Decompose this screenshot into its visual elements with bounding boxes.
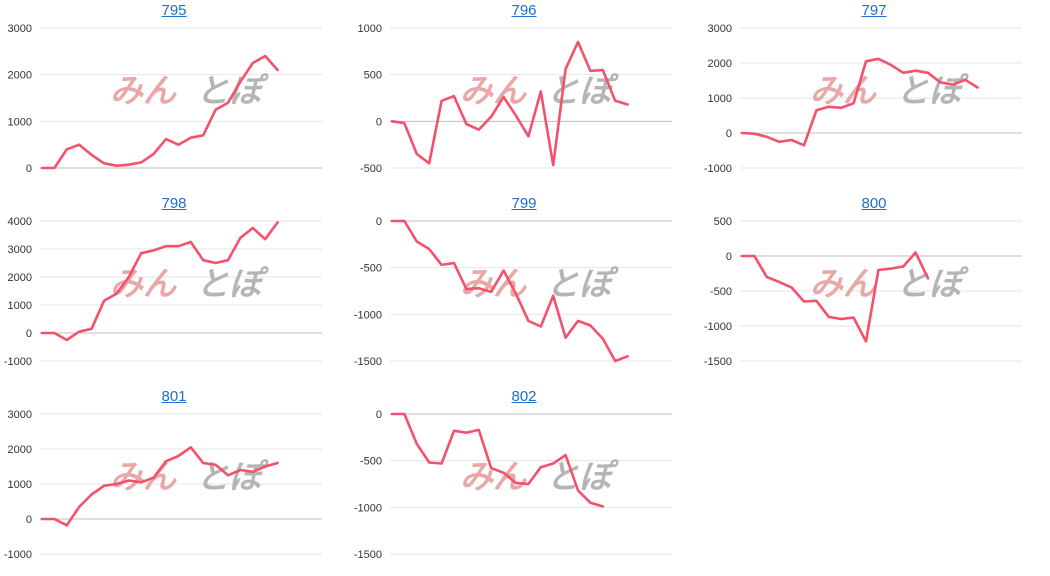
y-tick-label: 1000 — [8, 300, 32, 312]
watermark-logo: みん とぽ — [110, 71, 269, 110]
watermark-left-text: みん — [460, 457, 527, 496]
y-tick-label: 0 — [726, 251, 732, 263]
y-tick-label: 3000 — [8, 23, 32, 35]
y-tick-label: -1500 — [704, 356, 732, 368]
chart-title-link[interactable]: 802 — [511, 388, 537, 405]
chart-panel-802: -1500 -1000 -500 0 みん とぽ 802 — [350, 386, 698, 576]
watermark-right-text: とぽ — [546, 264, 619, 303]
watermark-logo: みん とぽ — [460, 457, 619, 496]
watermark-right-text: とぽ — [896, 264, 969, 303]
chart-panel-799: -1500 -1000 -500 0 みん とぽ 799 — [350, 193, 698, 383]
series-line — [390, 40, 629, 167]
watermark-left-text: みん — [110, 71, 177, 110]
y-tick-label: -1000 — [4, 549, 32, 561]
chart-svg-795: 0 1000 2000 3000 みん とぽ — [8, 23, 322, 175]
series-line — [390, 412, 605, 508]
y-tick-label: 2000 — [708, 58, 732, 70]
chart-panel-800: -1500 -1000 -500 0 500 みん とぽ 800 — [700, 193, 1048, 383]
chart-svg-797: -1000 0 1000 2000 3000 みん とぽ — [704, 23, 1022, 175]
watermark-right-text: とぽ — [546, 457, 619, 496]
y-tick-label: 0 — [376, 409, 382, 421]
y-tick-label: -1000 — [354, 309, 382, 321]
y-tick-label: -1000 — [704, 163, 732, 175]
chart-title-link[interactable]: 800 — [861, 195, 887, 212]
y-tick-label: 500 — [364, 70, 382, 82]
y-tick-label: 0 — [376, 116, 382, 128]
y-tick-label: 0 — [376, 216, 382, 228]
series-line — [740, 57, 979, 147]
y-tick-label: -1000 — [4, 356, 32, 368]
chart-panel-795: 0 1000 2000 3000 みん とぽ 795 — [0, 0, 348, 190]
watermark-left-text: みん — [810, 71, 877, 110]
chart-svg-800: -1500 -1000 -500 0 500 みん とぽ — [704, 216, 1022, 368]
y-tick-label: 2000 — [8, 272, 32, 284]
chart-svg-796: -500 0 500 1000 みん とぽ — [358, 23, 672, 175]
watermark-left-text: みん — [110, 264, 177, 303]
y-tick-label: 1000 — [8, 116, 32, 128]
watermark-left-text: みん — [460, 71, 527, 110]
series-line — [40, 445, 279, 527]
chart-title-link[interactable]: 798 — [161, 195, 187, 212]
y-tick-label: 3000 — [708, 23, 732, 35]
y-tick-label: 2000 — [8, 70, 32, 82]
y-tick-label: -1000 — [354, 502, 382, 514]
y-tick-label: -1000 — [704, 321, 732, 333]
chart-svg-802: -1500 -1000 -500 0 みん とぽ — [354, 409, 672, 561]
y-tick-label: -500 — [360, 263, 382, 275]
watermark-logo: みん とぽ — [810, 264, 969, 303]
chart-panel-798: -1000 0 1000 2000 3000 4000 みん とぽ 798 — [0, 193, 348, 383]
y-tick-label: 0 — [26, 328, 32, 340]
chart-svg-801: -1000 0 1000 2000 3000 みん とぽ — [4, 409, 322, 561]
y-tick-label: -500 — [360, 163, 382, 175]
y-tick-label: 4000 — [8, 216, 32, 228]
watermark-right-text: とぽ — [196, 264, 269, 303]
chart-svg-799: -1500 -1000 -500 0 みん とぽ — [354, 216, 672, 368]
y-tick-label: 0 — [26, 163, 32, 175]
chart-svg-798: -1000 0 1000 2000 3000 4000 みん とぽ — [4, 216, 322, 368]
chart-title-link[interactable]: 801 — [161, 388, 187, 405]
y-tick-label: 2000 — [8, 444, 32, 456]
watermark-left-text: みん — [110, 457, 177, 496]
y-tick-label: 0 — [26, 514, 32, 526]
y-tick-label: -1500 — [354, 356, 382, 368]
y-tick-label: 3000 — [8, 409, 32, 421]
y-tick-label: 1000 — [358, 23, 382, 35]
chart-title-link[interactable]: 799 — [511, 195, 537, 212]
watermark-logo: みん とぽ — [460, 264, 619, 303]
series-line — [740, 251, 930, 343]
series-line — [40, 221, 279, 342]
watermark-left-text: みん — [810, 264, 877, 303]
chart-panel-801: -1000 0 1000 2000 3000 みん とぽ 801 — [0, 386, 348, 576]
chart-title-link[interactable]: 796 — [511, 2, 537, 19]
y-tick-label: -1500 — [354, 549, 382, 561]
chart-panel-796: -500 0 500 1000 みん とぽ 796 — [350, 0, 698, 190]
watermark-logo: みん とぽ — [110, 457, 269, 496]
watermark-logo: みん とぽ — [110, 264, 269, 303]
watermark-logo: みん とぽ — [460, 71, 619, 110]
chart-title-link[interactable]: 797 — [861, 2, 887, 19]
y-tick-label: 0 — [726, 128, 732, 140]
series-line — [40, 54, 279, 170]
chart-panel-797: -1000 0 1000 2000 3000 みん とぽ 797 — [700, 0, 1048, 190]
y-tick-label: 1000 — [8, 479, 32, 491]
y-tick-label: -500 — [360, 456, 382, 468]
y-tick-label: 1000 — [708, 93, 732, 105]
chart-title-link[interactable]: 795 — [161, 2, 187, 19]
watermark-logo: みん とぽ — [810, 71, 969, 110]
series-line — [390, 219, 629, 363]
y-tick-label: 3000 — [8, 244, 32, 256]
y-tick-label: -500 — [710, 286, 732, 298]
watermark-right-text: とぽ — [196, 71, 269, 110]
watermark-right-text: とぽ — [546, 71, 619, 110]
y-tick-label: 500 — [714, 216, 732, 228]
